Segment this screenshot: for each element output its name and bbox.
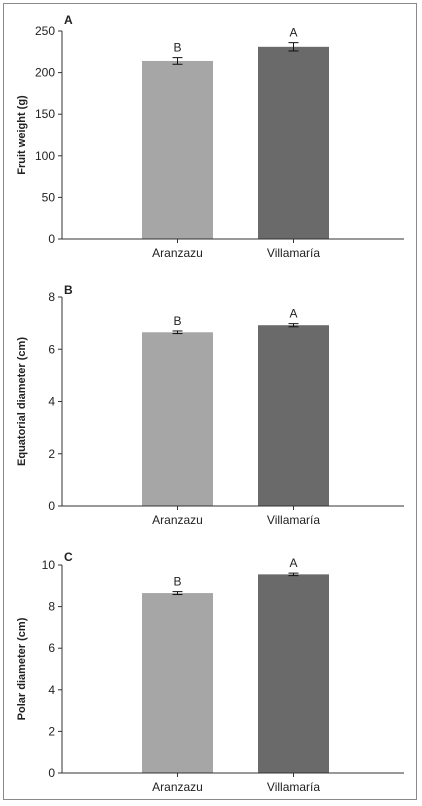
y-tick-label: 2 — [48, 447, 55, 461]
category-label: Aranzazu — [152, 246, 203, 260]
y-axis-label: Fruit weight (g) — [16, 95, 28, 175]
y-tick-label: 50 — [42, 190, 56, 204]
error-bar — [288, 323, 299, 328]
chart-panel-a: A Fruit weight (g) B Aranzazu A Villamaría 0 50… — [16, 13, 404, 260]
significance-letter: B — [173, 314, 181, 328]
category-label: Villamaría — [267, 780, 320, 794]
error-bar — [288, 42, 299, 52]
figure-canvas: A Fruit weight (g) B Aranzazu A Villamaría 0 50… — [16, 13, 404, 794]
panel-letter: A — [64, 13, 73, 27]
panel-letter: C — [64, 550, 73, 564]
y-tick-label: 8 — [48, 290, 55, 304]
category-label: Aranzazu — [152, 780, 203, 794]
significance-letter: A — [289, 556, 297, 570]
bar-aranzazu — [142, 332, 213, 506]
y-axis-label: Equatorial diameter (cm) — [16, 337, 28, 466]
error-bar — [172, 591, 183, 596]
bar-villamaría — [258, 325, 329, 506]
bar-villamaría — [258, 46, 329, 239]
category-label: Aranzazu — [152, 513, 203, 527]
figure-frame: A Fruit weight (g) B Aranzazu A Villamaría 0 50… — [3, 3, 417, 800]
significance-letter: B — [173, 41, 181, 55]
y-tick-label: 10 — [42, 558, 56, 572]
bar-villamaría — [258, 574, 329, 773]
significance-letter: A — [289, 26, 297, 40]
y-tick-label: 2 — [48, 724, 55, 738]
y-axis-label: Polar diameter (cm) — [16, 617, 28, 720]
chart-panel-c: C Polar diameter (cm) B Aranzazu A Villamaría… — [16, 550, 404, 794]
significance-letter: A — [289, 307, 297, 321]
category-label: Villamaría — [267, 513, 320, 527]
y-tick-label: 200 — [35, 66, 55, 80]
y-tick-label: 0 — [48, 232, 55, 246]
bar-aranzazu — [142, 593, 213, 773]
y-tick-label: 100 — [35, 149, 55, 163]
y-tick-label: 150 — [35, 107, 55, 121]
y-tick-label: 6 — [48, 641, 55, 655]
y-tick-label: 4 — [48, 683, 55, 697]
y-tick-label: 6 — [48, 342, 55, 356]
y-tick-label: 0 — [48, 766, 55, 780]
category-label: Villamaría — [267, 246, 320, 260]
error-bar — [172, 57, 183, 65]
y-tick-label: 250 — [35, 24, 55, 38]
y-tick-label: 4 — [48, 395, 55, 409]
error-bar — [288, 572, 299, 577]
error-bar — [172, 330, 183, 335]
significance-letter: B — [173, 575, 181, 589]
y-tick-label: 8 — [48, 600, 55, 614]
panel-letter: B — [64, 283, 73, 297]
y-tick-label: 0 — [48, 499, 55, 513]
chart-panel-b: B Equatorial diameter (cm) B Aranzazu A Villa… — [16, 283, 404, 527]
bar-aranzazu — [142, 60, 213, 240]
